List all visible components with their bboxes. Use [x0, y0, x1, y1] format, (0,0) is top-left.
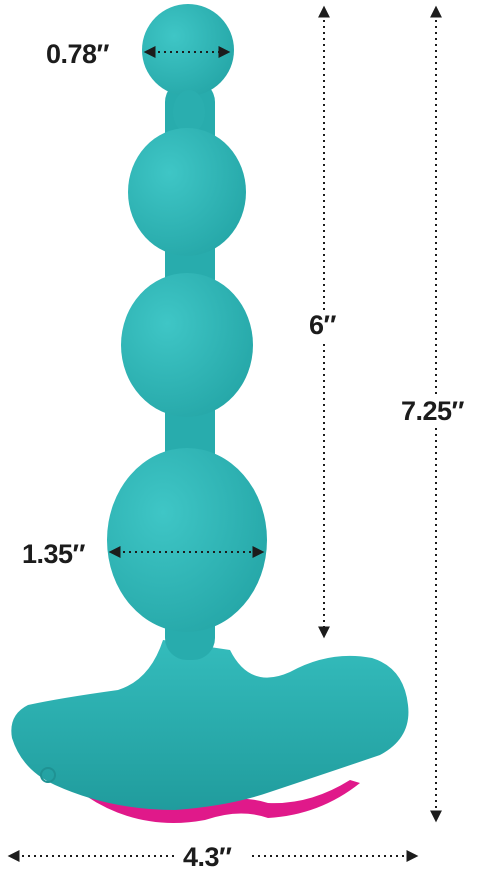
base-width-label: 4.3″ — [183, 842, 232, 872]
power-button-icon — [40, 767, 56, 783]
insertable-length-label: 6″ — [309, 310, 336, 341]
widest-bead-label: 1.35″ — [22, 539, 85, 569]
total-length-label: 7.25″ — [401, 396, 464, 427]
bead-2 — [128, 128, 246, 256]
flared-base — [11, 640, 409, 810]
tip-bead — [142, 4, 234, 96]
small-neck — [173, 90, 205, 134]
bead-3 — [121, 273, 253, 417]
tip-width-label: 0.78″ — [46, 39, 109, 69]
bead-4 — [107, 448, 267, 632]
